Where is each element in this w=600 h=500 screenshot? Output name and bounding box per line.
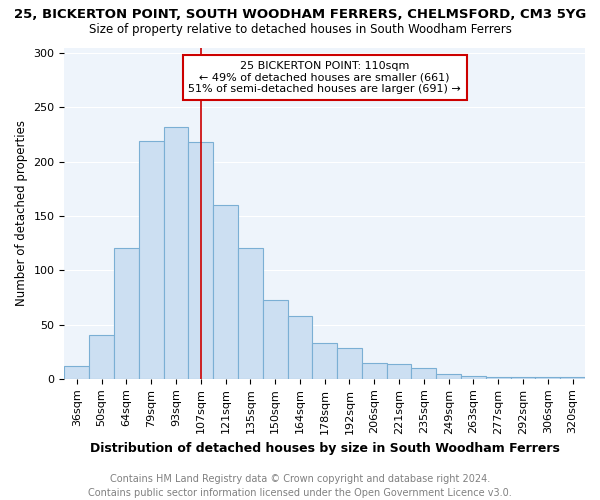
Bar [560,376,585,379]
Bar [287,316,313,379]
Text: Size of property relative to detached houses in South Woodham Ferrers: Size of property relative to detached ho… [89,22,511,36]
Bar [362,362,386,379]
Bar [313,343,337,379]
Bar [386,364,412,379]
Bar [164,127,188,379]
Bar [89,336,114,379]
Bar [114,248,139,379]
Text: 25, BICKERTON POINT, SOUTH WOODHAM FERRERS, CHELMSFORD, CM3 5YG: 25, BICKERTON POINT, SOUTH WOODHAM FERRE… [14,8,586,20]
Bar [64,366,89,379]
Bar [535,376,560,379]
Bar [461,376,486,379]
Bar [238,248,263,379]
Bar [188,142,213,379]
Bar [511,376,535,379]
Bar [213,205,238,379]
Bar [263,300,287,379]
Bar [412,368,436,379]
Bar [337,348,362,379]
Y-axis label: Number of detached properties: Number of detached properties [15,120,28,306]
X-axis label: Distribution of detached houses by size in South Woodham Ferrers: Distribution of detached houses by size … [90,442,560,455]
Text: Contains HM Land Registry data © Crown copyright and database right 2024.
Contai: Contains HM Land Registry data © Crown c… [88,474,512,498]
Bar [436,374,461,379]
Text: 25 BICKERTON POINT: 110sqm
← 49% of detached houses are smaller (661)
51% of sem: 25 BICKERTON POINT: 110sqm ← 49% of deta… [188,61,461,94]
Bar [139,141,164,379]
Bar [486,376,511,379]
